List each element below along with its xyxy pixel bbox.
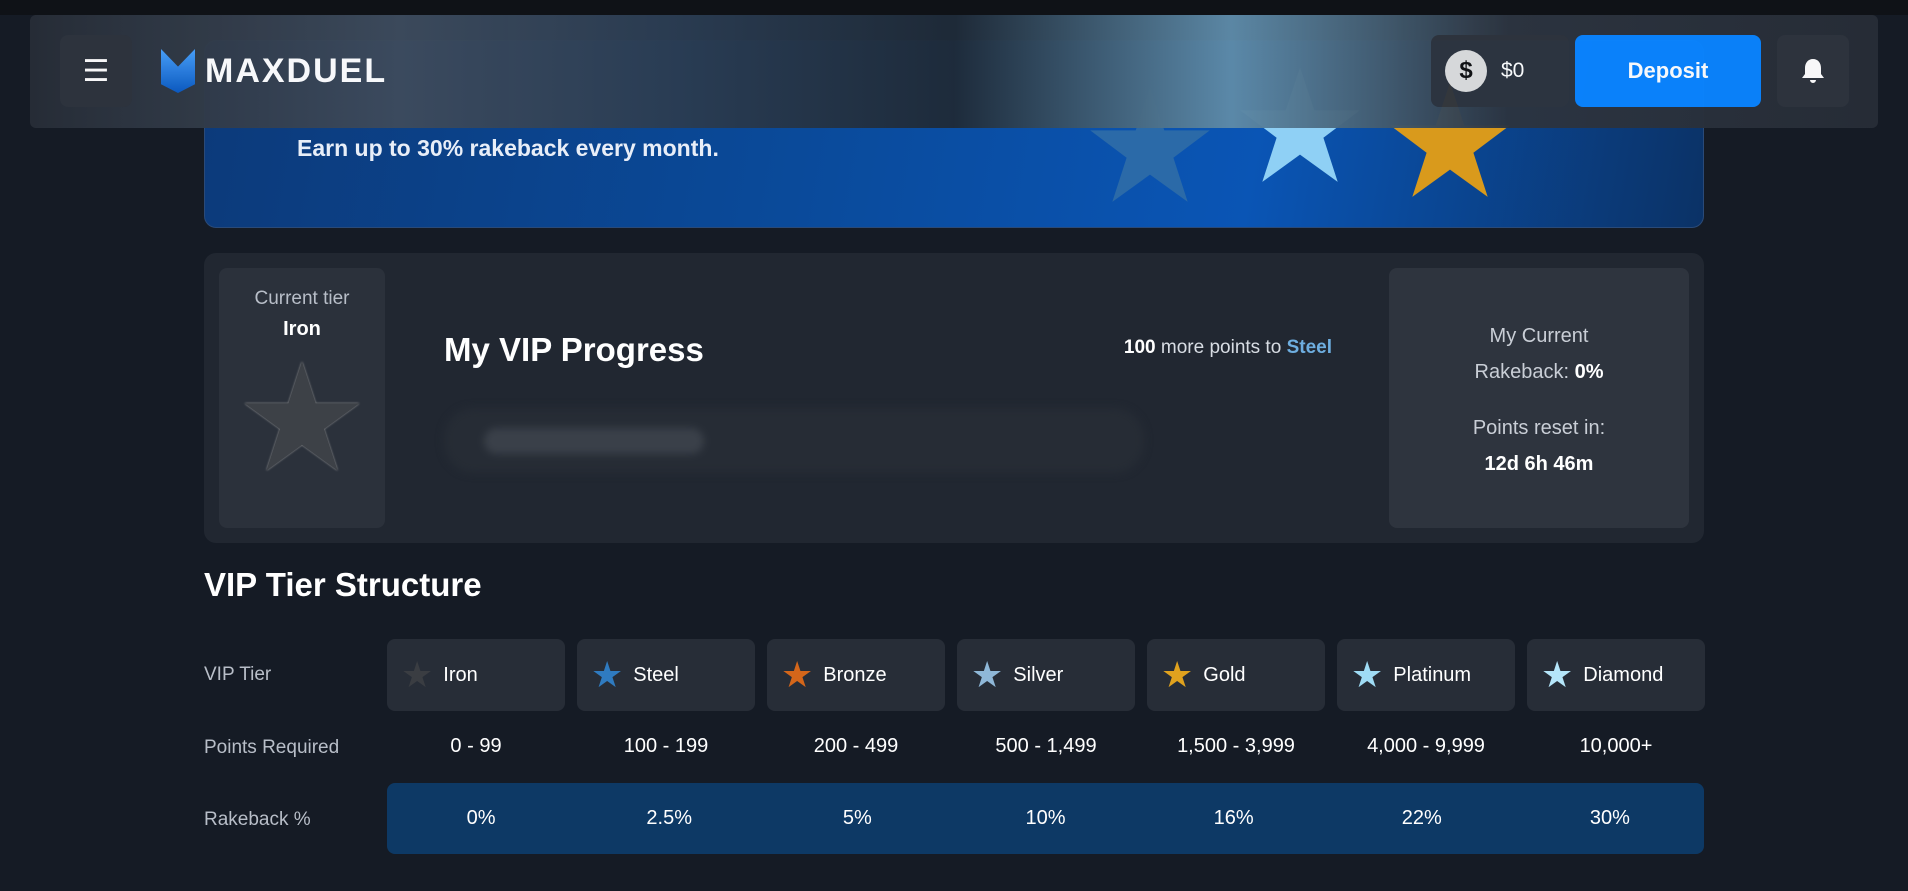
logo-text: MAXDUEL [205,51,388,90]
rakeback-label-2: Rakeback: [1474,361,1570,383]
rakeback-cell: 16% [1213,807,1254,829]
tier-name: Silver [1013,663,1064,686]
silver-star-icon: ★ [971,654,1004,695]
points-row: 0 - 99 100 - 199 200 - 499 500 - 1,499 1,500… [387,735,1705,758]
tier-name: Steel [633,663,679,686]
hamburger-icon: ☰ [82,54,110,88]
rakeback-cell: 5% [842,807,872,829]
gold-star-icon [1390,82,1510,197]
tier-name: Platinum [1393,663,1472,686]
top-nav: ☰ MAXDUEL $ $0 Deposit [30,15,1878,128]
tier-cell-silver: ★ Silver [957,639,1135,711]
logo-icon [161,49,195,93]
tier-cell-platinum: ★ Platinum [1337,639,1515,711]
progress-title: My VIP Progress [444,331,704,368]
bell-icon [1802,59,1824,83]
points-cell: 200 - 499 [813,735,899,757]
logo[interactable]: MAXDUEL [161,49,387,93]
vip-progress-card: Current tier Iron ★ My VIP Progress 100 … [204,253,1704,543]
points-cell: 500 - 1,499 [995,735,1097,757]
current-tier-label: Current tier [254,288,350,309]
progress-bar [444,408,1144,473]
balance-display[interactable]: $ $0 [1431,35,1569,107]
banner-text: Earn up to 30% rakeback every month. [297,135,719,161]
iron-star-icon: ★ [401,654,434,695]
points-cell: 4,000 - 9,999 [1367,735,1485,757]
next-tier-name: Steel [1286,337,1332,358]
rakeback-cell: 22% [1401,807,1442,829]
gold-star-icon: ★ [1161,654,1194,695]
tier-cell-gold: ★ Gold [1147,639,1325,711]
tier-name: Bronze [823,663,887,686]
dollar-coin-icon: $ [1445,50,1487,92]
tier-cell-diamond: ★ Diamond [1527,639,1705,711]
tier-cell-steel: ★ Steel [577,639,755,711]
iron-star-icon: ★ [234,334,370,502]
reset-countdown: 12d 6h 46m [1484,453,1594,475]
rakeback-cell: 30% [1589,807,1630,829]
points-cell: 1,500 - 3,999 [1177,735,1295,757]
rakeback-label-1: My Current [1489,325,1589,347]
tier-name: Gold [1203,663,1246,686]
rakeback-row: 0% 2.5% 5% 10% 16% 22% 30% [387,783,1704,854]
rakeback-value: 0% [1574,361,1604,383]
balance-amount: $0 [1501,59,1525,82]
bronze-star-icon: ★ [781,654,814,695]
rakeback-cell: 0% [466,807,496,829]
reset-label: Points reset in: [1472,417,1606,439]
steel-star-icon: ★ [591,654,624,695]
points-text: more points to [1160,337,1282,358]
tier-structure-title: VIP Tier Structure [204,566,482,603]
tier-name: Diamond [1583,663,1664,686]
current-tier-box: Current tier Iron ★ [219,268,385,528]
points-cell: 10,000+ [1579,735,1653,757]
progress-bar-fill [484,428,704,454]
menu-button[interactable]: ☰ [60,35,132,107]
rakeback-cell: 2.5% [646,807,692,829]
tier-cell-bronze: ★ Bronze [767,639,945,711]
points-cell: 100 - 199 [623,735,709,757]
notifications-button[interactable] [1777,35,1849,107]
steel-star-icon [1090,87,1210,202]
row-label-points: Points Required [204,737,340,758]
deposit-button[interactable]: Deposit [1575,35,1761,107]
tier-row: ★ Iron ★ Steel ★ Bronze ★ Silver ★ Gold ★ Platinum ★… [387,639,1705,711]
rakeback-cell: 10% [1025,807,1066,829]
row-label-rakeback: Rakeback % [204,809,311,830]
points-needed: 100 [1123,337,1156,358]
diamond-star-icon: ★ [1541,654,1574,695]
tier-cell-iron: ★ Iron [387,639,565,711]
points-to-next-tier: 100 more points to Steel [1124,337,1332,359]
row-label-tier: VIP Tier [204,664,272,685]
rakeback-info-box: My Current Rakeback: 0% Points reset in:… [1389,268,1689,528]
current-tier-name: Iron [283,318,321,340]
tier-name: Iron [443,663,478,686]
points-cell: 0 - 99 [450,735,502,757]
browser-top-strip [0,0,1908,15]
platinum-star-icon: ★ [1351,654,1384,695]
